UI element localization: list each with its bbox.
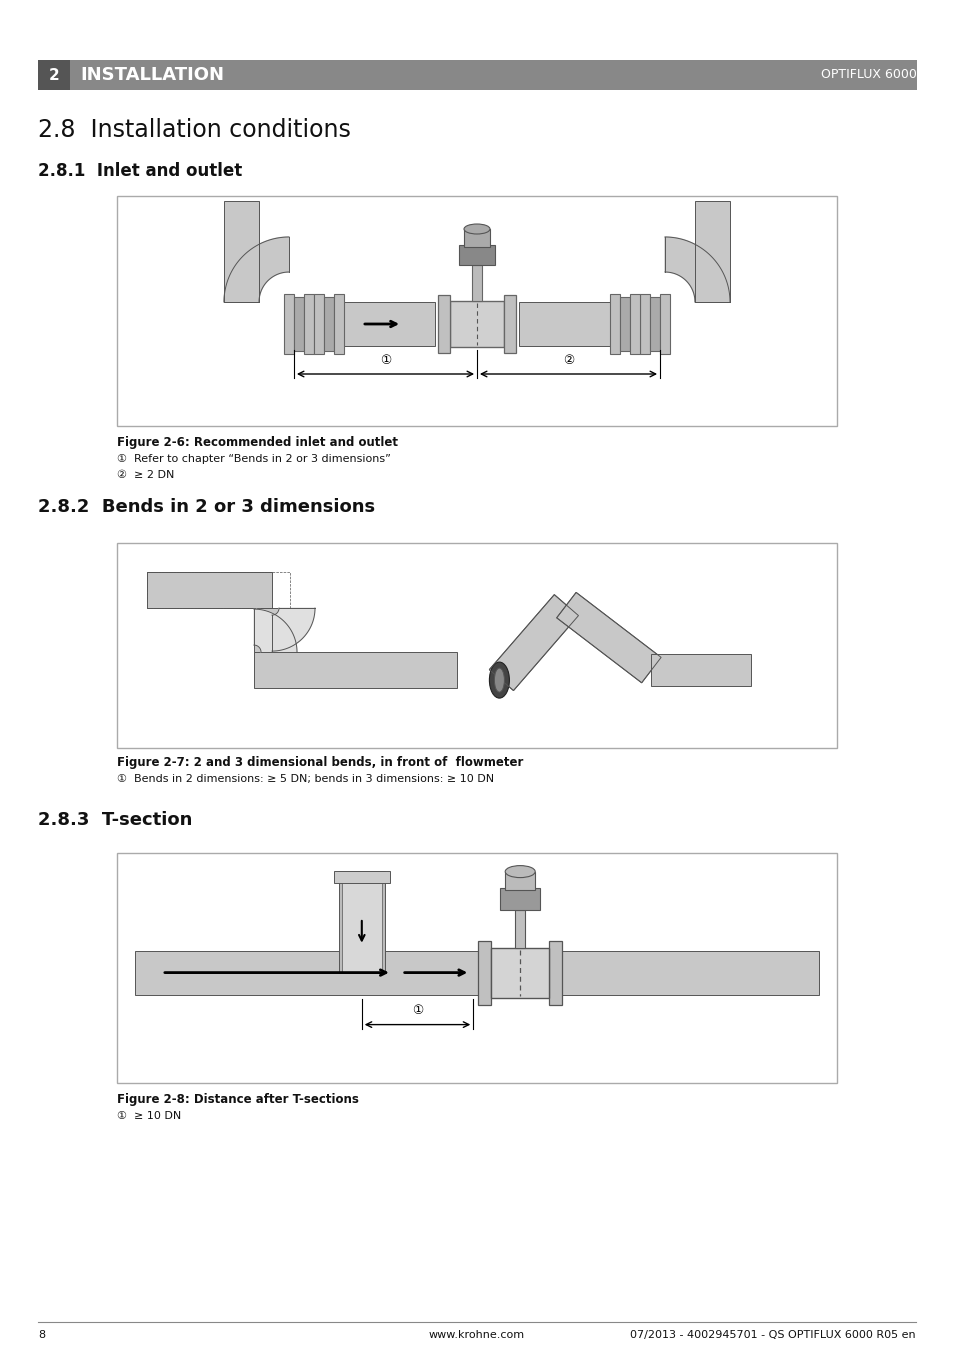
Bar: [629, 295, 639, 354]
Polygon shape: [272, 608, 314, 651]
Bar: [477, 940, 491, 1005]
Text: INSTALLATION: INSTALLATION: [80, 66, 224, 84]
Polygon shape: [253, 609, 296, 653]
Bar: [619, 297, 629, 351]
Bar: [147, 571, 272, 608]
Bar: [450, 301, 503, 347]
Text: 2.8  Installation conditions: 2.8 Installation conditions: [38, 118, 351, 142]
Text: 2.8.1  Inlet and outlet: 2.8.1 Inlet and outlet: [38, 162, 242, 180]
Text: 8: 8: [38, 1329, 45, 1340]
Text: ②  ≥ 2 DN: ② ≥ 2 DN: [117, 470, 174, 480]
Bar: [289, 303, 435, 346]
Text: 07/2013 - 4002945701 - QS OPTIFLUX 6000 R05 en: 07/2013 - 4002945701 - QS OPTIFLUX 6000 …: [630, 1329, 915, 1340]
Bar: [341, 875, 381, 973]
Bar: [224, 201, 258, 303]
Ellipse shape: [463, 224, 490, 234]
Bar: [314, 295, 324, 354]
Bar: [499, 888, 539, 909]
Bar: [549, 940, 561, 1005]
Bar: [463, 230, 490, 247]
Bar: [117, 852, 836, 1084]
Polygon shape: [489, 594, 578, 690]
Text: 2.8.2  Bends in 2 or 3 dimensions: 2.8.2 Bends in 2 or 3 dimensions: [38, 499, 375, 516]
Text: ①: ①: [379, 354, 391, 366]
Text: 2.8.3  T-section: 2.8.3 T-section: [38, 811, 193, 830]
Text: www.krohne.com: www.krohne.com: [429, 1329, 524, 1340]
Polygon shape: [557, 592, 660, 682]
Bar: [117, 196, 836, 426]
Bar: [284, 295, 294, 354]
Text: OPTIFLUX 6000: OPTIFLUX 6000: [821, 69, 916, 81]
Polygon shape: [224, 236, 289, 303]
Text: Figure 2-7: 2 and 3 dimensional bends, in front of  flowmeter: Figure 2-7: 2 and 3 dimensional bends, i…: [117, 757, 523, 769]
Bar: [117, 543, 836, 748]
Bar: [334, 871, 390, 884]
Polygon shape: [664, 236, 729, 303]
Bar: [38, 59, 70, 91]
Bar: [515, 909, 525, 947]
Bar: [639, 295, 649, 354]
Bar: [253, 653, 456, 688]
Bar: [505, 871, 535, 889]
Bar: [518, 303, 664, 346]
Ellipse shape: [494, 669, 504, 692]
Bar: [324, 297, 334, 351]
Bar: [649, 297, 659, 351]
Bar: [491, 947, 549, 997]
Bar: [294, 297, 304, 351]
Bar: [651, 654, 751, 686]
Bar: [503, 295, 516, 353]
Text: ①  ≥ 10 DN: ① ≥ 10 DN: [117, 1111, 181, 1121]
Text: ①: ①: [412, 1004, 423, 1017]
Bar: [437, 295, 450, 353]
Text: ①  Bends in 2 dimensions: ≥ 5 DN; bends in 3 dimensions: ≥ 10 DN: ① Bends in 2 dimensions: ≥ 5 DN; bends i…: [117, 774, 494, 784]
Bar: [472, 265, 481, 301]
Bar: [135, 951, 818, 994]
Bar: [659, 295, 669, 354]
Bar: [38, 59, 916, 91]
Bar: [147, 571, 290, 608]
Bar: [334, 295, 344, 354]
Text: Figure 2-8: Distance after T-sections: Figure 2-8: Distance after T-sections: [117, 1093, 358, 1106]
Bar: [609, 295, 619, 354]
Bar: [304, 295, 314, 354]
Text: ②: ②: [562, 354, 574, 366]
Bar: [253, 608, 290, 653]
Text: Figure 2-6: Recommended inlet and outlet: Figure 2-6: Recommended inlet and outlet: [117, 436, 397, 449]
Bar: [338, 871, 384, 973]
Ellipse shape: [489, 662, 509, 698]
Text: 2: 2: [49, 68, 59, 82]
Text: ①  Refer to chapter “Bends in 2 or 3 dimensions”: ① Refer to chapter “Bends in 2 or 3 dime…: [117, 454, 391, 463]
Ellipse shape: [505, 866, 535, 878]
Bar: [695, 201, 729, 303]
Bar: [458, 245, 495, 265]
